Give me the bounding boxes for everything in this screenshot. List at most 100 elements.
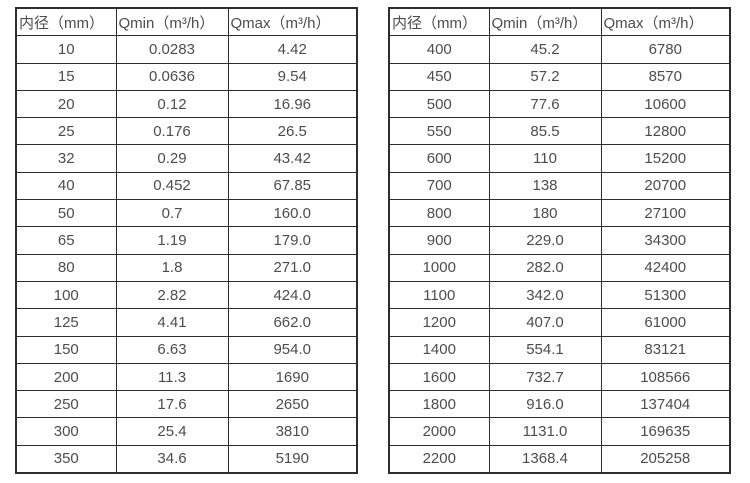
table-cell: 15200 [600, 144, 731, 173]
table-cell: 1200 [388, 308, 490, 337]
table-cell: 4.41 [115, 308, 229, 337]
table-cell: 424.0 [227, 280, 358, 310]
table-cell: 42400 [600, 253, 731, 282]
table-row: 1800 916.0 137404 [388, 390, 731, 419]
table-row: 100 2.82 424.0 [15, 280, 358, 310]
table-cell: 900 [388, 226, 490, 255]
table-cell: 9.54 [227, 62, 358, 91]
table-cell: 200 [15, 362, 117, 392]
table-cell: 3810 [227, 417, 358, 446]
table-cell: 108566 [600, 362, 731, 392]
table-row: 500 77.6 10600 [388, 89, 731, 119]
table-cell: 125 [15, 308, 117, 337]
table-cell: 0.452 [115, 171, 229, 201]
table-cell: 34300 [600, 226, 731, 255]
table-cell: 0.12 [115, 89, 229, 119]
table-row: 40 0.452 67.85 [15, 171, 358, 201]
table-cell: 732.7 [488, 362, 602, 392]
table-cell: 137404 [600, 390, 731, 419]
table-cell: 0.0283 [115, 35, 229, 64]
table-row: 400 45.2 6780 [388, 35, 731, 64]
table-row: 1100 342.0 51300 [388, 280, 731, 310]
table-cell: 45.2 [488, 35, 602, 64]
table-cell: 407.0 [488, 308, 602, 337]
table-cell: 67.85 [227, 171, 358, 201]
table-cell: 0.29 [115, 144, 229, 173]
table-cell: 61000 [600, 308, 731, 337]
table-row: 125 4.41 662.0 [15, 308, 358, 337]
table-cell: 180 [488, 199, 602, 228]
table-row: 600 110 15200 [388, 144, 731, 173]
table-cell: 4.42 [227, 35, 358, 64]
table-cell: 229.0 [488, 226, 602, 255]
header-qmax: Qmax（m³/h） [227, 7, 358, 37]
table-cell: 1100 [388, 280, 490, 310]
table-row: 1400 554.1 83121 [388, 335, 731, 364]
table-cell: 1.8 [115, 253, 229, 282]
table-row: 10 0.0283 4.42 [15, 35, 358, 64]
table-cell: 800 [388, 199, 490, 228]
table-cell: 25.4 [115, 417, 229, 446]
header-inner-diameter: 内径（mm） [15, 7, 117, 37]
table-row: 300 25.4 3810 [15, 417, 358, 446]
table-cell: 25 [15, 117, 117, 146]
table-cell: 43.42 [227, 144, 358, 173]
table-row: 1200 407.0 61000 [388, 308, 731, 337]
table-cell: 6.63 [115, 335, 229, 364]
table-cell: 100 [15, 280, 117, 310]
header-qmin: Qmin（m³/h） [115, 7, 229, 37]
table-row: 2000 1131.0 169635 [388, 417, 731, 446]
diameter-flow-table-small: 内径（mm） Qmin（m³/h） Qmax（m³/h） 10 0.0283 4.4… [15, 7, 358, 475]
table-cell: 550 [388, 117, 490, 146]
table-row: 20 0.12 16.96 [15, 89, 358, 119]
table-row: 550 85.5 12800 [388, 117, 731, 146]
table-cell: 2.82 [115, 280, 229, 310]
header-inner-diameter: 内径（mm） [388, 7, 490, 37]
table-row: 15 0.0636 9.54 [15, 62, 358, 91]
table-cell: 17.6 [115, 390, 229, 419]
table-header-row: 内径（mm） Qmin（m³/h） Qmax（m³/h） [15, 7, 358, 37]
table-cell: 26.5 [227, 117, 358, 146]
table-cell: 916.0 [488, 390, 602, 419]
table-row: 1000 282.0 42400 [388, 253, 731, 282]
table-header-row: 内径（mm） Qmin（m³/h） Qmax（m³/h） [388, 7, 731, 37]
table-row: 2200 1368.4 205258 [388, 444, 731, 474]
table-cell: 20700 [600, 171, 731, 201]
table-cell: 2000 [388, 417, 490, 446]
diameter-flow-table-large: 内径（mm） Qmin（m³/h） Qmax（m³/h） 400 45.2 6780… [388, 7, 731, 475]
table-cell: 77.6 [488, 89, 602, 119]
table-cell: 954.0 [227, 335, 358, 364]
table-cell: 160.0 [227, 199, 358, 228]
table-row: 25 0.176 26.5 [15, 117, 358, 146]
table-cell: 20 [15, 89, 117, 119]
header-qmin: Qmin（m³/h） [488, 7, 602, 37]
table-cell: 400 [388, 35, 490, 64]
table-cell: 662.0 [227, 308, 358, 337]
header-qmax: Qmax（m³/h） [600, 7, 731, 37]
table-cell: 65 [15, 226, 117, 255]
table-cell: 10 [15, 35, 117, 64]
table-cell: 1400 [388, 335, 490, 364]
table-cell: 12800 [600, 117, 731, 146]
table-cell: 150 [15, 335, 117, 364]
table-cell: 1131.0 [488, 417, 602, 446]
table-cell: 0.0636 [115, 62, 229, 91]
table-row: 450 57.2 8570 [388, 62, 731, 91]
table-cell: 2650 [227, 390, 358, 419]
table-cell: 0.176 [115, 117, 229, 146]
table-cell: 110 [488, 144, 602, 173]
table-cell: 282.0 [488, 253, 602, 282]
table-cell: 85.5 [488, 117, 602, 146]
table-cell: 8570 [600, 62, 731, 91]
table-cell: 0.7 [115, 199, 229, 228]
table-cell: 80 [15, 253, 117, 282]
table-cell: 1000 [388, 253, 490, 282]
table-cell: 32 [15, 144, 117, 173]
table-cell: 1800 [388, 390, 490, 419]
table-cell: 500 [388, 89, 490, 119]
table-cell: 350 [15, 444, 117, 474]
table-cell: 1.19 [115, 226, 229, 255]
table-row: 200 11.3 1690 [15, 362, 358, 392]
table-cell: 51300 [600, 280, 731, 310]
